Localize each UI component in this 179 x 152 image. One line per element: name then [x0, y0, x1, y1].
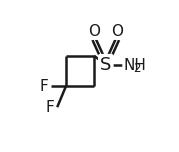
Text: 2: 2 [133, 62, 141, 75]
Text: NH: NH [123, 58, 146, 73]
Text: F: F [45, 100, 54, 115]
Text: O: O [112, 24, 124, 39]
Text: O: O [88, 24, 100, 39]
Text: F: F [40, 79, 49, 94]
Text: S: S [100, 56, 112, 74]
